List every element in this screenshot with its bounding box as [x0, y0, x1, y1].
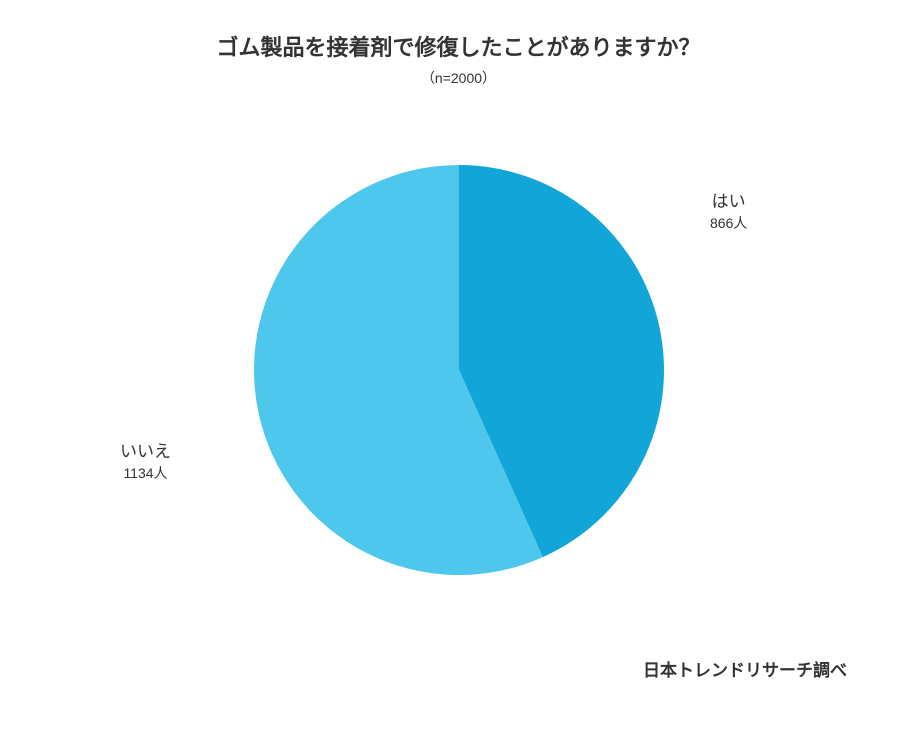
chart-subtitle: （n=2000）	[0, 68, 917, 88]
label-yes: はい 866人	[710, 190, 747, 233]
pie-chart	[239, 150, 679, 590]
label-no-name: いいえ	[120, 440, 171, 464]
label-no: いいえ 1134人	[120, 440, 171, 483]
label-yes-value: 866人	[710, 214, 747, 234]
label-no-value: 1134人	[120, 464, 171, 484]
pie-svg	[239, 150, 679, 590]
chart-title: ゴム製品を接着剤で修復したことがありますか？	[0, 0, 917, 62]
source-credit: 日本トレンドリサーチ調べ	[643, 656, 847, 681]
label-yes-name: はい	[710, 190, 747, 214]
